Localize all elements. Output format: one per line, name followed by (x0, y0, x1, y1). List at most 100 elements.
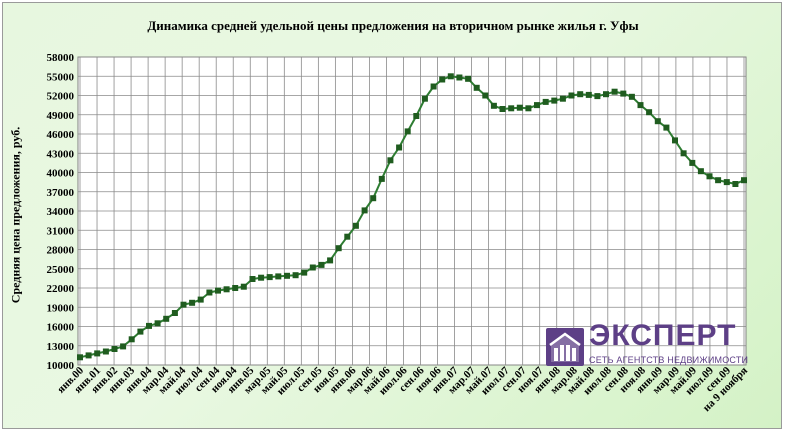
data-point (327, 257, 334, 264)
data-point (490, 102, 497, 109)
data-point (413, 113, 420, 119)
data-point (120, 343, 127, 350)
data-point (275, 273, 282, 280)
y-tick-label: 37000 (47, 187, 75, 199)
data-point (111, 346, 118, 352)
data-point (378, 175, 385, 182)
data-point (352, 222, 359, 229)
data-point (301, 269, 308, 276)
data-point (620, 90, 627, 97)
data-point (465, 75, 472, 82)
data-point (654, 118, 661, 125)
grid-lines (78, 56, 746, 366)
data-point (102, 348, 109, 355)
data-point (646, 109, 653, 116)
y-tick-label: 58000 (47, 52, 75, 64)
y-tick-label: 16000 (47, 322, 75, 334)
data-point (542, 98, 549, 105)
data-point (215, 287, 221, 294)
data-point (85, 352, 92, 359)
chart-title: Динамика средней удельной цены предложен… (147, 18, 639, 33)
data-point (663, 124, 670, 131)
data-point (318, 261, 325, 268)
data-point (603, 91, 609, 98)
data-point (421, 95, 428, 102)
data-point (284, 272, 290, 279)
data-point (611, 88, 618, 95)
data-point (741, 177, 747, 184)
y-tick-label: 52000 (47, 91, 75, 103)
data-point (77, 354, 83, 361)
data-point (94, 350, 101, 357)
data-point (456, 74, 463, 81)
data-point (361, 207, 368, 214)
data-point (628, 93, 635, 100)
data-point (473, 84, 480, 91)
data-point (732, 181, 739, 187)
data-point (715, 177, 722, 184)
data-point (499, 106, 506, 112)
data-point (249, 276, 256, 282)
data-point (404, 128, 411, 135)
data-point (154, 320, 161, 327)
data-point (439, 76, 446, 83)
data-point (180, 301, 187, 308)
y-tick-label: 13000 (47, 341, 75, 353)
data-point (258, 274, 265, 281)
logo-wordmark: ЭКСПЕРТ (589, 319, 737, 352)
y-tick-label: 43000 (47, 148, 75, 160)
data-point (197, 296, 204, 303)
data-point (559, 95, 566, 102)
data-point (723, 179, 730, 186)
data-point (189, 299, 196, 306)
y-tick-label: 34000 (47, 206, 75, 218)
data-point (240, 283, 247, 290)
data-point (680, 150, 687, 157)
data-point (309, 264, 316, 271)
y-tick-label: 22000 (47, 283, 75, 295)
data-point (525, 105, 532, 112)
x-axis: янв.00янв.01янв.02янв.03янв.04мар.04май.… (55, 364, 750, 414)
data-point (672, 137, 678, 144)
y-tick-label: 19000 (47, 302, 75, 314)
data-point (370, 195, 377, 202)
y-axis: 10000 13000 16000 19000 22000 25000 28000 31000… (47, 52, 75, 372)
y-tick-label: 40000 (47, 168, 75, 180)
data-point (568, 92, 575, 99)
data-point (706, 173, 713, 180)
logo-tagline: СЕТЬ АГЕНТСТВ НЕДВИЖИМОСТИ (589, 355, 749, 365)
y-tick-label: 49000 (47, 110, 75, 122)
data-point (396, 144, 403, 151)
price-series (77, 73, 747, 361)
data-point (697, 168, 704, 175)
y-tick-label: 28000 (47, 245, 75, 257)
y-tick-label: 10000 (47, 360, 75, 372)
data-point (387, 157, 394, 164)
house-grid-icon (546, 328, 584, 366)
data-point (577, 91, 584, 98)
data-point (508, 105, 515, 112)
data-point (171, 310, 178, 316)
y-tick-label: 25000 (47, 264, 75, 276)
data-point (335, 245, 342, 252)
data-point (137, 328, 144, 335)
data-point (689, 159, 696, 166)
company-logo: ЭКСПЕРТ СЕТЬ АГЕНТСТВ НЕДВИЖИМОСТИ (546, 319, 749, 371)
data-point (447, 73, 454, 80)
data-point (128, 336, 135, 343)
data-point (585, 91, 592, 98)
data-point (594, 93, 601, 100)
data-point (551, 97, 558, 104)
data-point (232, 285, 239, 291)
data-point (516, 104, 523, 111)
data-point (146, 322, 152, 329)
data-point (266, 274, 273, 281)
y-tick-label: 31000 (47, 225, 75, 237)
data-point (163, 315, 170, 322)
data-point (534, 102, 540, 109)
data-point (482, 92, 489, 99)
data-point (430, 83, 437, 90)
data-point (637, 102, 644, 109)
y-tick-label: 55000 (47, 71, 75, 83)
